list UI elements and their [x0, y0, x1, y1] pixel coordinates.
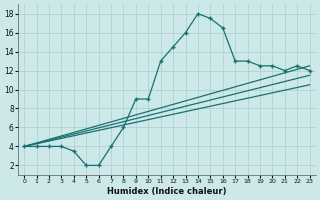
X-axis label: Humidex (Indice chaleur): Humidex (Indice chaleur)	[107, 187, 227, 196]
